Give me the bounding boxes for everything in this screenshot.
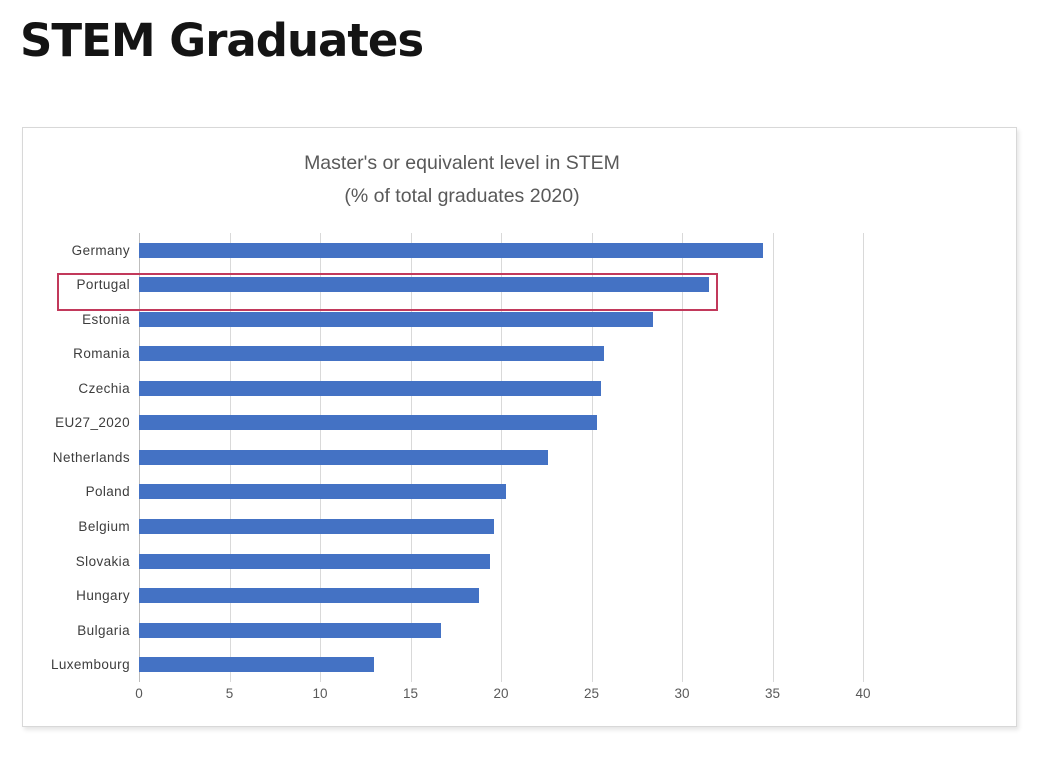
rows: Germany Portugal Estonia Romania Czechia EU27… [23,233,863,682]
chart-title-line2: (% of total graduates 2020) [344,185,580,207]
bar-track [139,415,863,431]
category-label: Luxembourg [50,657,130,673]
bar-belgium [139,519,494,535]
x-tick-label: 20 [493,686,509,701]
chart-row: Poland [23,475,863,510]
bar-bulgaria [139,622,442,638]
slide-title: STEM Graduates [20,14,424,67]
bar-track [139,242,863,258]
bar-track [139,553,863,569]
chart-frame: Master's or equivalent level in STEM (% … [22,127,1017,727]
chart-row: Estonia [23,302,863,337]
bar-netherlands [139,449,549,465]
chart-title: Master's or equivalent level in STEM (% … [23,147,901,213]
gridline [682,233,683,682]
chart-row: Portugal [23,268,863,303]
chart-row: Bulgaria [23,613,863,648]
category-label: Czechia [78,380,130,396]
bar-hungary [139,588,480,604]
chart-row: Belgium [23,509,863,544]
gridline [772,233,774,682]
bar-track [139,519,863,535]
x-tick-label: 35 [764,686,781,701]
bar-poland [139,484,507,500]
x-tick-label: 10 [312,686,328,701]
category-label: Bulgaria [77,622,130,638]
bar-portugal [139,277,710,293]
bar-track [139,311,863,327]
bar-track [139,484,863,500]
x-tick-label: 25 [583,686,600,701]
chart-row: Romania [23,337,863,372]
category-label: Belgium [78,519,130,535]
category-label: Germany [71,242,130,258]
chart-row: Slovakia [23,544,863,579]
bar-track [139,449,863,465]
category-label: Portugal [76,277,130,293]
category-label: Poland [85,484,130,500]
category-label: Netherlands [52,449,130,465]
x-tick-label: 0 [135,686,143,701]
bar-slovakia [139,553,491,569]
bar-track [139,346,863,362]
x-tick-label: 15 [402,686,419,701]
chart-row: EU27_2020 [23,406,863,441]
x-tick-label: 40 [855,686,871,701]
category-label: Romania [73,346,130,362]
bar-germany [139,242,764,258]
chart-title-line1: Master's or equivalent level in STEM [304,152,620,174]
chart-row: Luxembourg [23,647,863,682]
bar-track [139,380,863,396]
gridline [591,233,593,682]
bar-luxembourg [139,657,375,673]
chart-row: Hungary [23,578,863,613]
x-axis-ticks: 0 5 10 15 20 25 30 35 40 [135,686,870,706]
chart-row: Czechia [23,371,863,406]
category-label: EU27_2020 [55,415,130,431]
category-label: Hungary [76,588,130,604]
bar-czechia [139,380,601,396]
bar-track [139,588,863,604]
chart-row: Germany [23,233,863,268]
bar-track [139,657,863,673]
bar-track [139,622,863,638]
bar-estonia [139,311,654,327]
bar-track [139,277,863,293]
category-label: Slovakia [75,553,130,569]
x-tick-label: 5 [225,686,234,701]
x-tick-label: 30 [674,686,690,701]
category-label: Estonia [82,311,130,327]
bar-romania [139,346,605,362]
bar-eu27-2020 [139,415,597,431]
chart-row: Netherlands [23,440,863,475]
gridline [863,233,864,682]
